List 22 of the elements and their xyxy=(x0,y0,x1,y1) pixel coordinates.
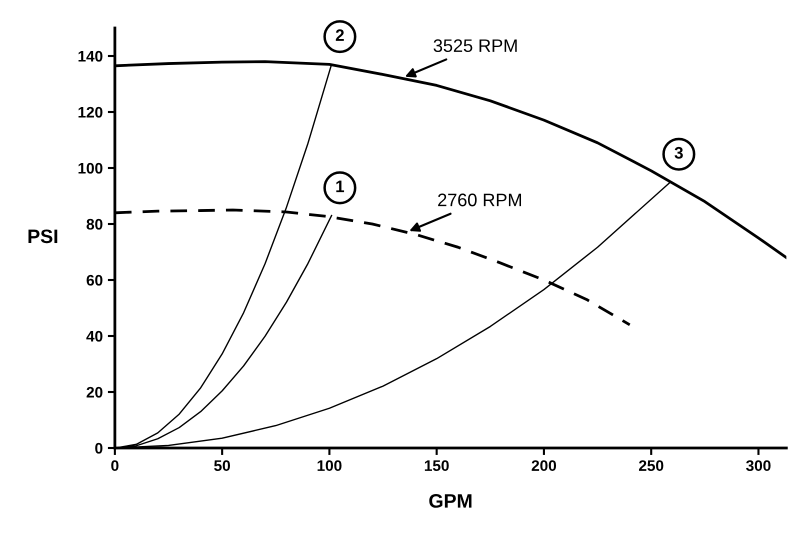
y-tick-label: 140 xyxy=(78,50,102,62)
x-tick-label: 100 xyxy=(318,460,342,472)
annotation: 2760 RPM xyxy=(438,194,522,206)
x-axis-title: GPM xyxy=(429,494,472,508)
y-tick-label: 100 xyxy=(78,162,102,174)
x-tick-label: 0 xyxy=(111,460,118,472)
y-tick-label: 0 xyxy=(95,442,102,454)
y-tick-label: 80 xyxy=(86,218,102,230)
y-tick-label: 40 xyxy=(86,330,102,342)
x-tick-label: 300 xyxy=(746,460,771,472)
x-tick-label: 150 xyxy=(424,460,449,472)
x-tick-label: 250 xyxy=(638,460,664,472)
x-tick-label: 200 xyxy=(532,460,556,472)
y-tick-label: 20 xyxy=(86,386,102,398)
y-tick-label: 60 xyxy=(86,274,102,286)
y-axis-title: PSI xyxy=(28,229,58,244)
annotation: 3525 RPM xyxy=(434,39,517,52)
annotation: 1 xyxy=(336,180,344,192)
y-tick-label: 120 xyxy=(78,106,102,118)
annotation: 2 xyxy=(336,29,344,41)
annotation: 3 xyxy=(674,146,683,159)
x-tick-label: 50 xyxy=(214,460,230,472)
